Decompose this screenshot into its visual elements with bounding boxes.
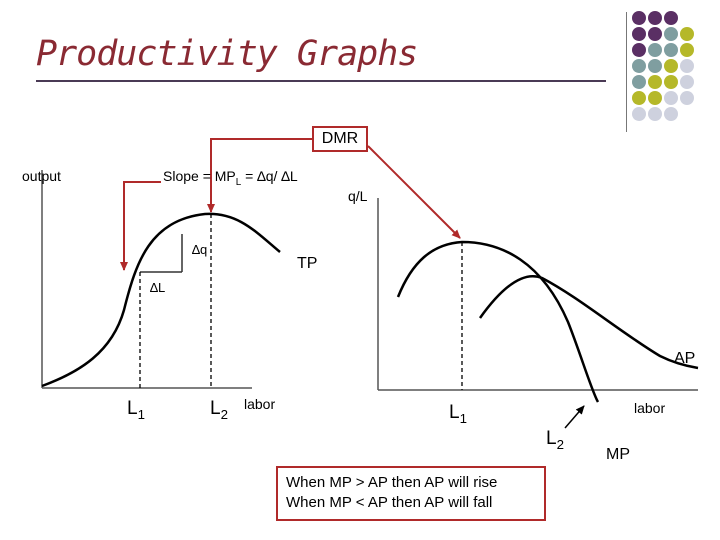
dmr-arrow-left: [207, 138, 312, 213]
delta-l-label: ∆L: [150, 280, 166, 295]
decorative-vertical-rule: [626, 12, 627, 132]
dmr-arrow-right: [367, 145, 461, 239]
mp-curve: [396, 240, 600, 403]
right-axes: [377, 198, 698, 391]
mp-label: MP: [606, 446, 630, 463]
note-line-1: When MP > AP then AP will rise: [286, 474, 498, 491]
left-axes: [41, 170, 252, 389]
ap-curve: [478, 275, 699, 370]
decorative-dot-grid: [632, 11, 694, 121]
dmr-callout: DMR: [312, 126, 368, 152]
left-dashed-guides: [139, 214, 212, 388]
delta-q-label: ∆q: [192, 242, 208, 257]
left-l2-label: L2: [210, 398, 228, 422]
page-title: Productivity Graphs: [36, 34, 418, 74]
right-x-axis-label: labor: [634, 400, 666, 416]
summary-note: When MP > AP then AP will rise When MP <…: [276, 466, 546, 521]
note-line-2: When MP < AP then AP will fall: [286, 494, 493, 511]
right-l1-label: L1: [449, 402, 467, 426]
right-y-axis-label: q/L: [348, 188, 368, 204]
l2-arrow: [564, 405, 585, 429]
left-l1-label: L1: [127, 398, 145, 422]
tp-curve: [41, 212, 281, 388]
slope-label: Slope = MPL = ∆q/ ∆L: [163, 168, 298, 188]
ap-label: AP: [674, 350, 696, 367]
right-l2-label: L2: [546, 428, 564, 452]
slope-triangle: [140, 234, 183, 273]
left-y-axis-label: output: [22, 168, 61, 184]
tp-label: TP: [297, 255, 318, 272]
slope-connector-arrow: [120, 181, 161, 271]
title-underline: [36, 80, 606, 82]
left-x-axis-label: labor: [244, 396, 276, 412]
